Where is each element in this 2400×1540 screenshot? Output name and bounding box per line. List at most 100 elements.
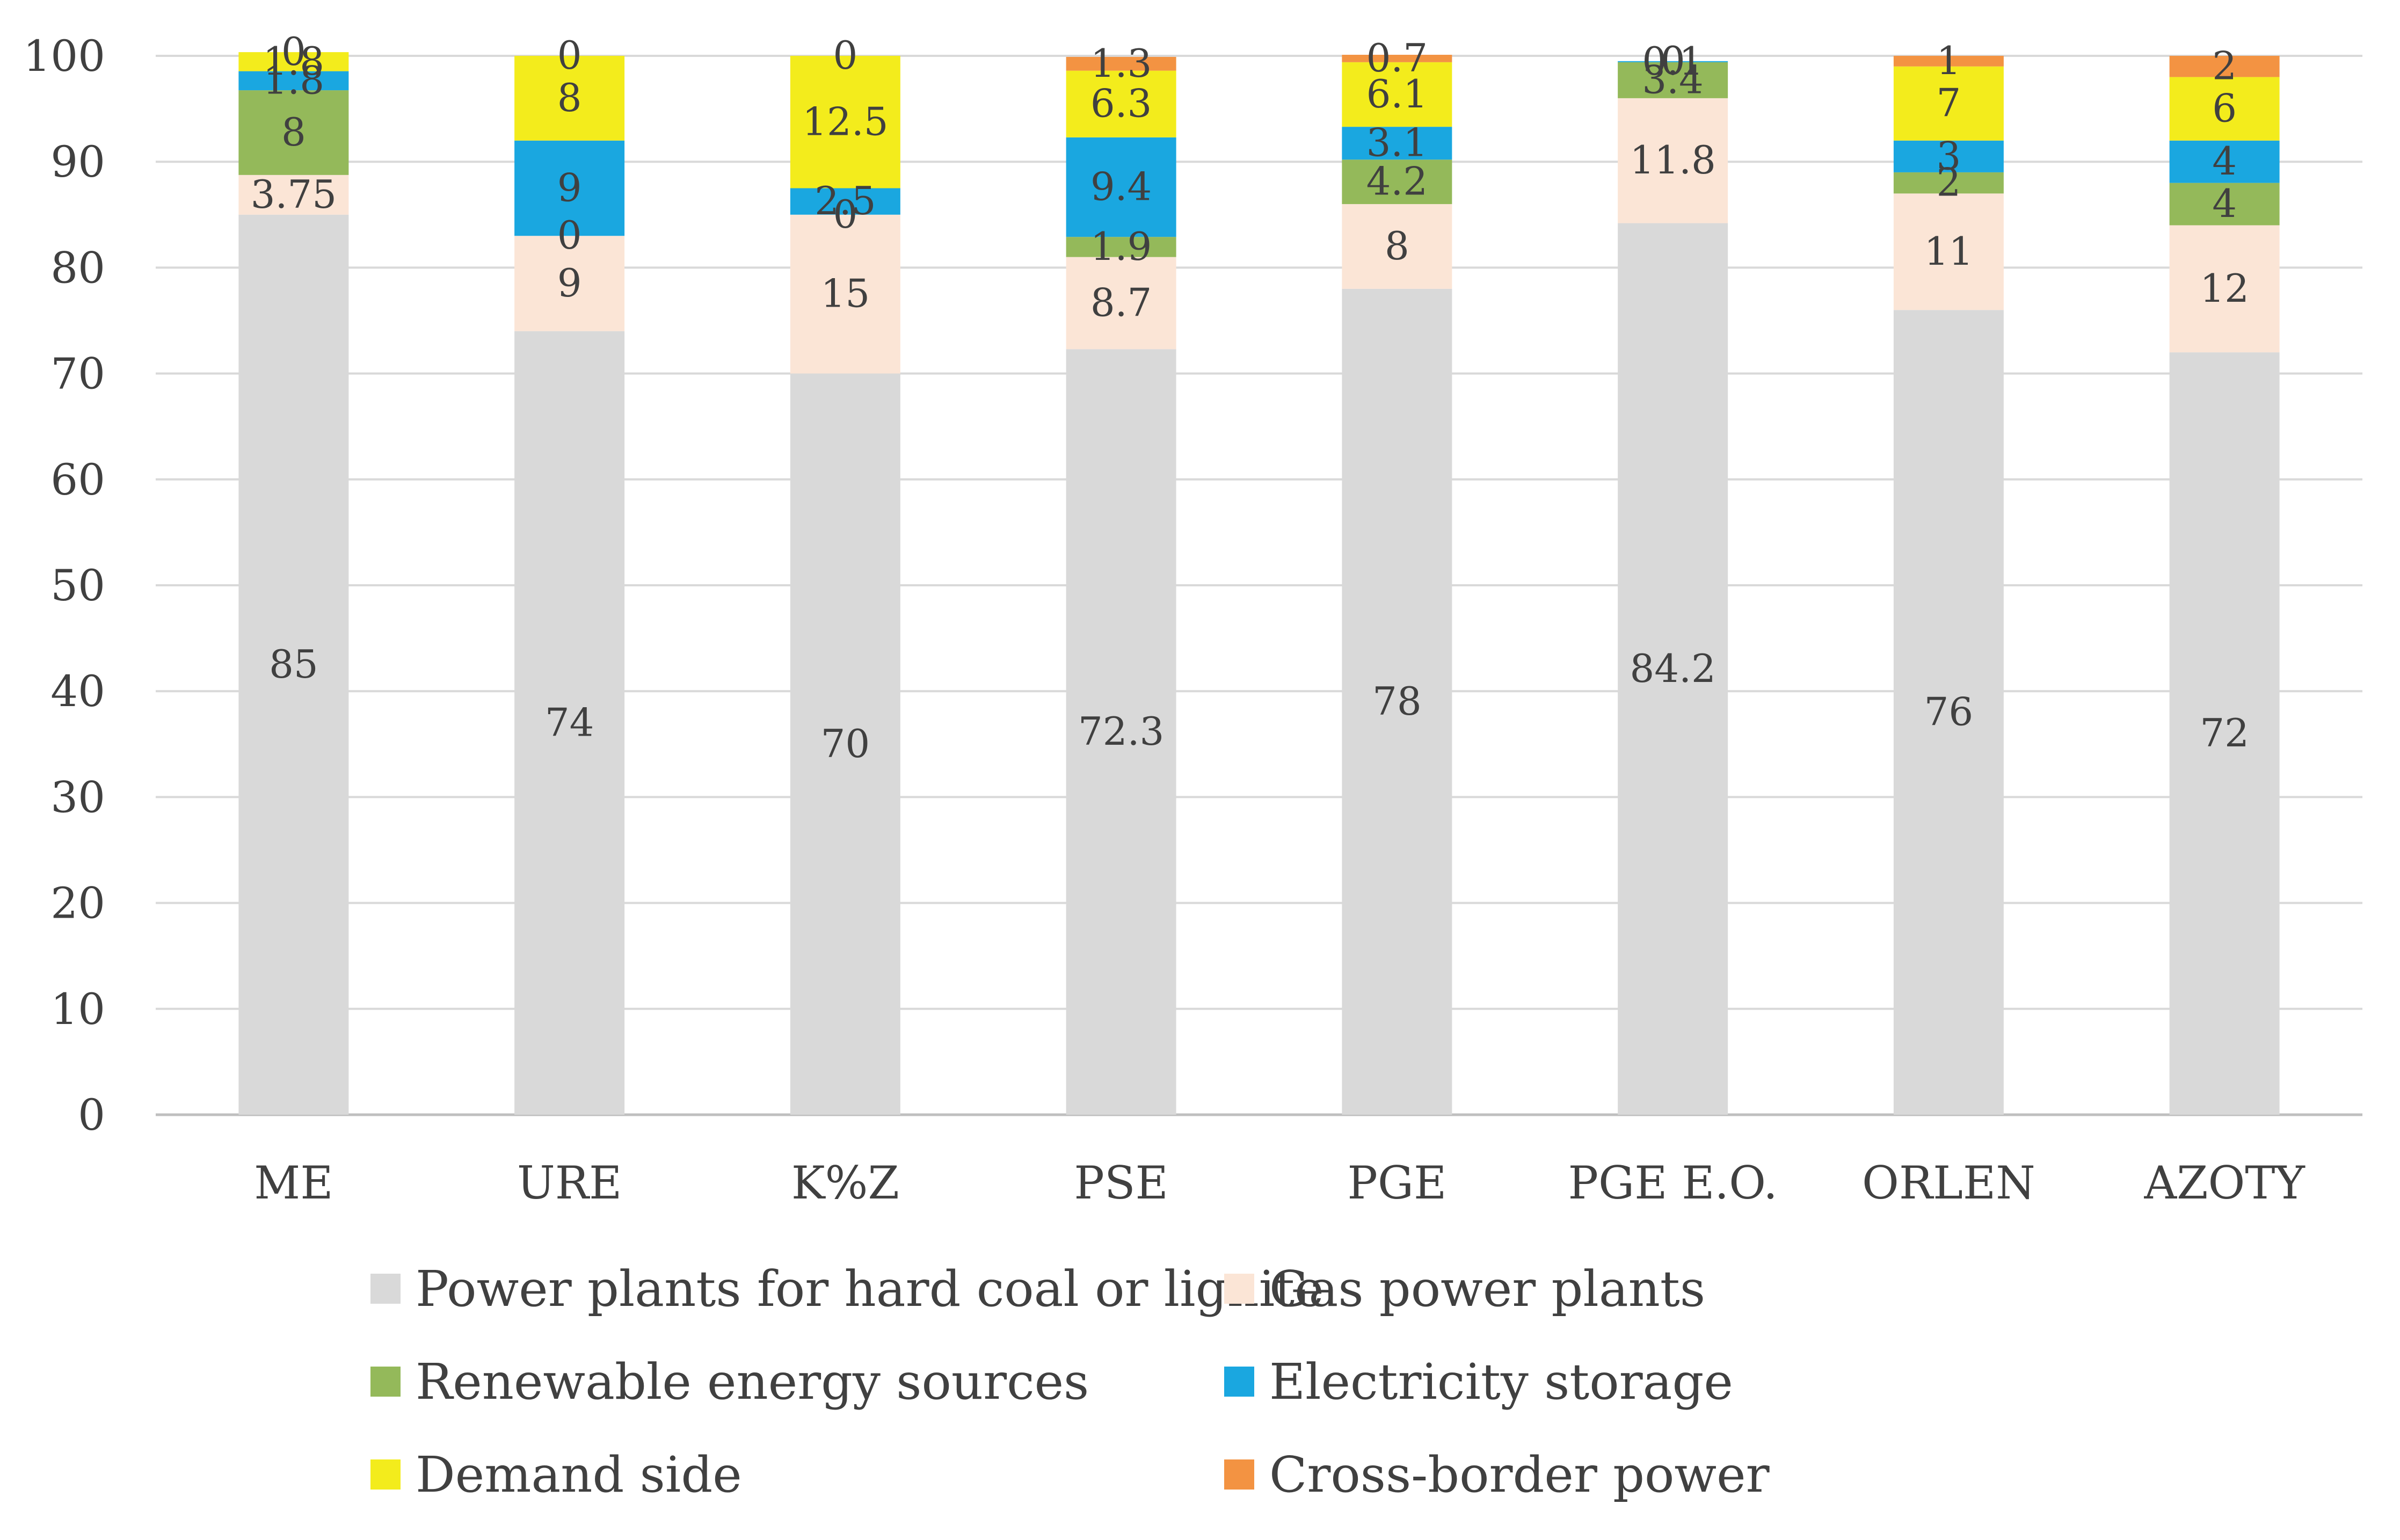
bar-gas-2 [790, 214, 900, 374]
data-label-renewable-4: 4.2 [1366, 159, 1428, 204]
bar-gas-4 [1342, 204, 1452, 289]
bar-coal-7 [2169, 352, 2280, 1115]
bar-gas-6 [1893, 193, 2004, 310]
y-tick-30: 30 [50, 772, 105, 822]
y-tick-10: 10 [50, 984, 105, 1034]
data-label-storage-3: 9.4 [1090, 164, 1152, 209]
data-label-demand-6: 7 [1936, 81, 1961, 126]
bar-storage-1 [514, 140, 625, 236]
bar-coal-0 [238, 214, 349, 1115]
gridlines [156, 55, 2362, 1116]
y-tick-20: 20 [50, 878, 105, 928]
y-tick-70: 70 [50, 349, 105, 399]
data-label-gas-3: 8.7 [1090, 280, 1152, 325]
data-label-coal-4: 78 [1372, 679, 1422, 724]
x-category-7: AZOTY [2143, 1157, 2306, 1209]
bar-storage-4 [1342, 127, 1452, 160]
bar-demand-3 [1066, 70, 1176, 137]
bar-crossborder-3 [1066, 56, 1176, 71]
data-label-renewable-2: 0 [833, 192, 857, 237]
data-label-renewable-6: 2 [1936, 160, 1961, 205]
data-label-crossborder-7: 2 [2212, 43, 2237, 89]
data-label-demand-0: 1.8 [263, 39, 325, 84]
data-label-gas-4: 8 [1385, 223, 1409, 268]
bar-coal-5 [1618, 223, 1728, 1115]
data-label-gas-7: 12 [2200, 266, 2249, 311]
bar-storage-0 [238, 71, 349, 91]
data-label-crossborder-4: 0.7 [1366, 35, 1428, 81]
bar-coal-6 [1893, 310, 2004, 1115]
bar-coal-4 [1342, 288, 1452, 1115]
x-category-5: PGE E.O. [1568, 1157, 1777, 1209]
data-label-demand-4: 6.1 [1366, 71, 1428, 117]
bar-storage-2 [790, 188, 900, 215]
data-label-coal-1: 74 [545, 700, 594, 745]
data-label-storage-1: 9 [557, 165, 582, 210]
data-label-gas-6: 11 [1924, 229, 1974, 274]
x-category-4: PGE [1347, 1157, 1446, 1209]
data-label-coal-3: 72.3 [1078, 709, 1164, 754]
data-label-coal-6: 76 [1924, 689, 1974, 735]
y-tick-40: 40 [50, 666, 105, 716]
data-label-coal-7: 72 [2200, 710, 2249, 756]
data-label-crossborder-0: 0 [281, 29, 306, 74]
x-category-1: URE [517, 1157, 622, 1209]
data-label-coal-2: 70 [821, 721, 870, 766]
data-label-demand-3: 6.3 [1090, 81, 1152, 126]
data-label-gas-0: 3.75 [251, 172, 337, 217]
data-label-storage-5: 0.1 [1642, 39, 1704, 84]
bar-renewable-0 [238, 90, 349, 175]
bar-crossborder-7 [2169, 56, 2280, 77]
data-labels: 853.7581.81.807490980701502.512.5072.38.… [251, 29, 2249, 766]
data-label-renewable-3: 1.9 [1090, 224, 1152, 269]
data-label-coal-0: 85 [269, 642, 318, 687]
data-label-crossborder-6: 1 [1936, 38, 1961, 83]
y-axis-ticks: 0 10 20 30 40 50 60 70 80 90 100 [23, 31, 105, 1140]
y-tick-0: 0 [78, 1090, 105, 1140]
data-label-renewable-0: 8 [281, 110, 306, 155]
data-label-demand-2: 12.5 [802, 99, 888, 144]
bar-storage-6 [1893, 140, 2004, 172]
data-label-renewable-5: 3.4 [1642, 57, 1704, 102]
data-label-demand-7: 6 [2212, 86, 2237, 131]
y-tick-50: 50 [50, 561, 105, 611]
x-axis-categories: ME URE K%Z PSE PGE PGE E.O. ORLEN AZOTY [254, 1157, 2306, 1209]
x-category-0: ME [254, 1157, 333, 1209]
bar-demand-2 [790, 56, 900, 188]
data-label-demand-5: 0 [1661, 38, 1685, 83]
bars [238, 52, 2280, 1115]
y-tick-80: 80 [50, 243, 105, 293]
data-label-gas-1: 9 [557, 260, 582, 306]
data-label-gas-5: 11.8 [1630, 137, 1715, 183]
data-label-demand-1: 8 [557, 75, 582, 120]
bar-renewable-7 [2169, 183, 2280, 226]
x-category-3: PSE [1074, 1157, 1168, 1209]
data-label-crossborder-5: 0 [1661, 38, 1685, 83]
data-label-storage-4: 3.1 [1366, 120, 1428, 165]
bar-demand-0 [238, 52, 349, 71]
bar-renewable-6 [1893, 172, 2004, 194]
bar-gas-7 [2169, 225, 2280, 353]
bar-coal-1 [514, 331, 625, 1115]
data-label-storage-7: 4 [2212, 139, 2237, 184]
y-tick-90: 90 [50, 137, 105, 187]
bar-gas-3 [1066, 257, 1176, 350]
bar-crossborder-4 [1342, 55, 1452, 62]
bar-crossborder-6 [1893, 56, 2004, 67]
bar-gas-5 [1618, 98, 1728, 223]
bar-gas-1 [514, 236, 625, 331]
x-category-6: ORLEN [1862, 1157, 2035, 1209]
bar-renewable-4 [1342, 159, 1452, 205]
bar-renewable-5 [1618, 62, 1728, 98]
bar-coal-2 [790, 373, 900, 1115]
data-label-crossborder-1: 0 [557, 33, 582, 78]
bar-demand-4 [1342, 62, 1452, 127]
bar-demand-6 [1893, 66, 2004, 141]
data-label-coal-5: 84.2 [1630, 646, 1715, 691]
y-tick-100: 100 [23, 31, 105, 81]
bar-renewable-3 [1066, 237, 1176, 257]
data-label-renewable-7: 4 [2212, 181, 2237, 226]
data-label-storage-2: 2.5 [814, 178, 876, 223]
bar-gas-0 [238, 175, 349, 215]
